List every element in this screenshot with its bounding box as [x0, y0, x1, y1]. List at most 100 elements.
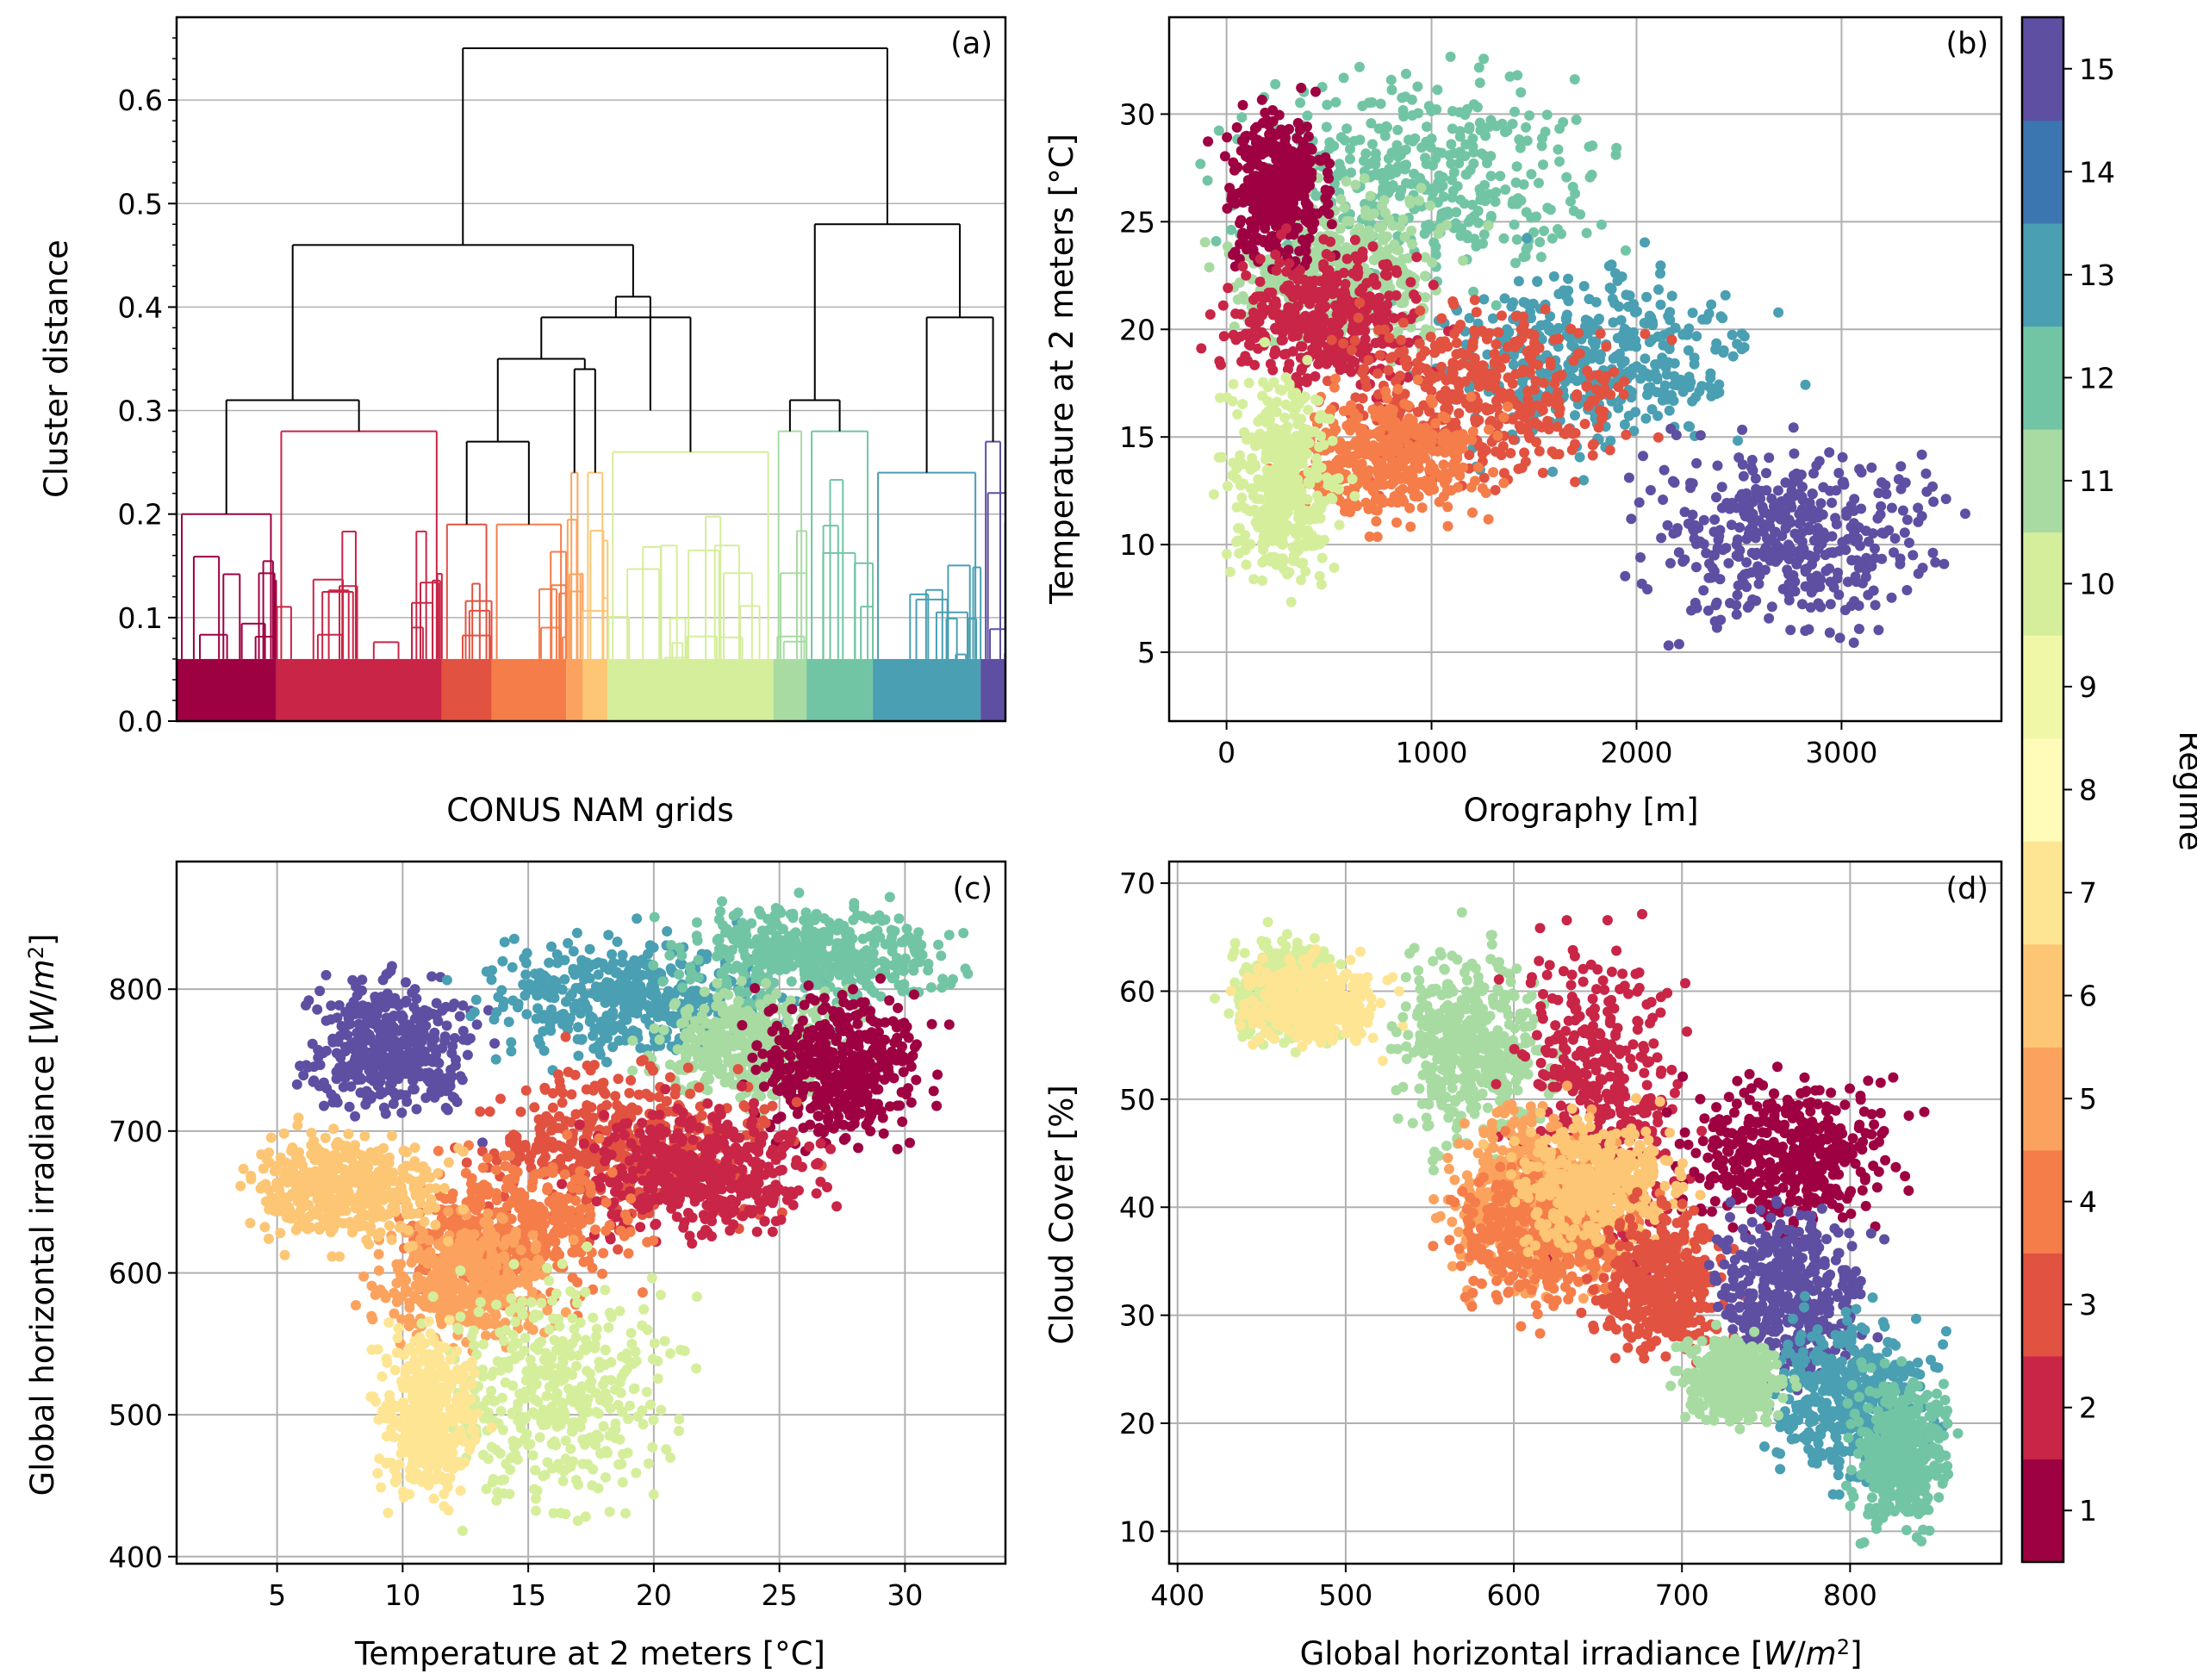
point-regime-12: [1485, 151, 1497, 162]
point-regime-4: [1329, 382, 1340, 393]
point-regime-1: [1300, 240, 1311, 250]
point-regime-2: [1297, 341, 1308, 352]
point-regime-4: [1447, 459, 1459, 470]
point-regime-2: [1325, 236, 1336, 247]
point-regime-12: [1400, 144, 1411, 155]
point-regime-10: [1310, 513, 1321, 525]
point-regime-11: [1420, 271, 1430, 282]
point-regime-12: [1541, 109, 1553, 121]
point-regime-15: [1634, 497, 1645, 508]
point-regime-3: [1542, 415, 1553, 426]
point-regime-13: [506, 1046, 517, 1057]
point-regime-2: [1251, 308, 1262, 320]
point-regime-13: [1590, 340, 1601, 352]
point-regime-15: [446, 1048, 457, 1059]
point-regime-11: [1359, 173, 1370, 184]
point-regime-12: [1401, 177, 1411, 189]
point-regime-12: [1466, 214, 1477, 224]
point-regime-15: [1895, 558, 1906, 569]
point-regime-13: [1684, 421, 1696, 432]
point-regime-15: [1824, 627, 1835, 638]
point-regime-12: [1571, 115, 1582, 125]
point-regime-15: [1853, 522, 1864, 533]
point-regime-13: [508, 933, 520, 944]
point-regime-13: [1570, 410, 1580, 421]
point-regime-13: [571, 927, 582, 938]
point-regime-4: [1338, 406, 1349, 416]
point-regime-1: [1237, 100, 1248, 110]
point-regime-15: [411, 993, 422, 1005]
point-regime-15: [363, 1006, 374, 1017]
point-regime-2: [1384, 290, 1395, 302]
point-regime-15: [447, 1092, 458, 1103]
point-regime-15: [378, 1102, 389, 1113]
point-regime-1: [1313, 154, 1324, 165]
point-regime-2: [1291, 329, 1303, 340]
point-regime-3: [1520, 457, 1531, 467]
ytick-label: 0.5: [118, 187, 163, 221]
leaf-block-regime-13: [873, 658, 981, 721]
point-regime-15: [1659, 464, 1670, 476]
point-regime-10: [1279, 412, 1291, 423]
point-regime-2: [1323, 264, 1335, 276]
point-regime-10: [1311, 453, 1323, 464]
point-regime-4: [1393, 445, 1404, 456]
point-regime-15: [1845, 600, 1857, 612]
point-regime-10: [1263, 417, 1274, 428]
point-regime-13: [1668, 395, 1679, 407]
point-regime-2: [1223, 283, 1234, 294]
point-regime-13: [489, 1014, 500, 1025]
point-regime-13: [1478, 294, 1490, 305]
point-regime-3: [1353, 312, 1364, 323]
point-regime-12: [1512, 70, 1523, 81]
point-regime-12: [1236, 112, 1248, 123]
point-regime-12: [1495, 171, 1506, 182]
point-regime-12: [1426, 134, 1437, 144]
point-regime-12: [1455, 194, 1466, 205]
point-regime-10: [1287, 555, 1298, 566]
point-regime-15: [1734, 522, 1746, 533]
point-regime-13: [1664, 405, 1675, 416]
ytick-label: 800: [109, 973, 163, 1006]
point-regime-3: [1525, 367, 1535, 378]
point-regime-12: [1556, 228, 1566, 240]
point-regime-10: [1313, 395, 1323, 407]
point-regime-13: [1574, 451, 1585, 463]
point-regime-13: [621, 1014, 632, 1025]
point-regime-1: [1222, 203, 1233, 214]
point-regime-12: [1554, 123, 1565, 134]
point-regime-10: [1297, 493, 1308, 503]
point-regime-10: [1257, 390, 1268, 401]
point-regime-12: [1521, 121, 1532, 133]
point-regime-15: [321, 969, 332, 980]
point-regime-15: [419, 1011, 430, 1023]
point-regime-12: [1375, 98, 1386, 109]
point-regime-15: [1886, 592, 1897, 603]
point-regime-3: [1582, 380, 1593, 391]
point-regime-13: [569, 1005, 581, 1016]
point-regime-2: [1254, 253, 1266, 264]
ytick-label: 0.1: [118, 601, 163, 635]
point-regime-15: [1709, 616, 1721, 627]
point-regime-10: [1316, 552, 1328, 563]
point-regime-15: [326, 1089, 337, 1100]
point-regime-13: [1595, 354, 1605, 365]
point-regime-1: [1296, 182, 1307, 193]
point-regime-13: [1717, 313, 1728, 324]
point-regime-15: [1758, 504, 1769, 515]
point-regime-15: [442, 1104, 453, 1116]
point-regime-11: [1379, 195, 1390, 206]
point-regime-4: [1413, 491, 1424, 502]
point-regime-2: [1249, 359, 1260, 370]
point-regime-13: [1578, 281, 1590, 292]
point-regime-13: [582, 1003, 593, 1014]
point-regime-15: [1928, 496, 1939, 507]
point-regime-15: [1746, 462, 1757, 473]
point-regime-3: [1493, 327, 1504, 338]
point-regime-1: [1272, 129, 1283, 140]
point-regime-13: [1640, 353, 1651, 364]
point-regime-10: [1228, 457, 1239, 469]
point-regime-12: [1462, 103, 1472, 115]
point-regime-11: [1335, 194, 1347, 205]
point-regime-4: [1492, 430, 1503, 441]
